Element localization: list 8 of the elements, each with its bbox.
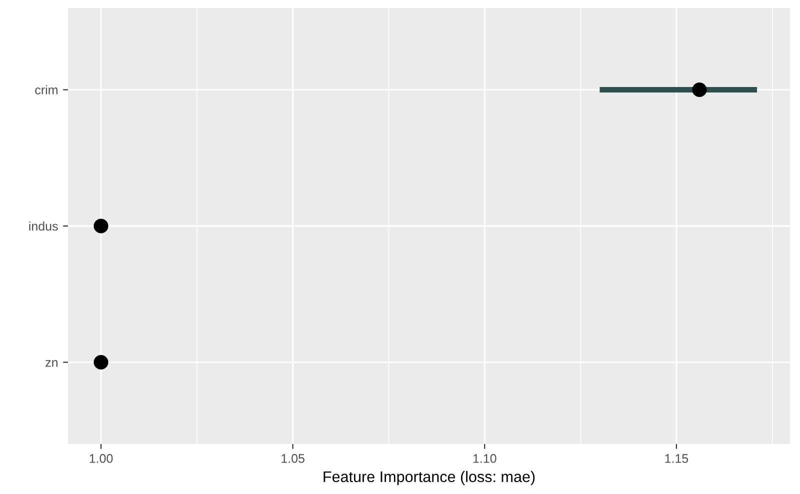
x-axis-title: Feature Importance (loss: mae) xyxy=(324,470,535,486)
x-tick-label: 1.05 xyxy=(282,454,304,463)
y-tick-label: indus xyxy=(29,221,58,231)
y-tick-label: crim xyxy=(35,85,58,94)
x-tick-label: 1.10 xyxy=(473,454,496,463)
x-tick-label: 1.15 xyxy=(665,454,688,463)
x-tick-label: 1.00 xyxy=(90,454,113,463)
y-tick-label: zn xyxy=(46,360,58,367)
